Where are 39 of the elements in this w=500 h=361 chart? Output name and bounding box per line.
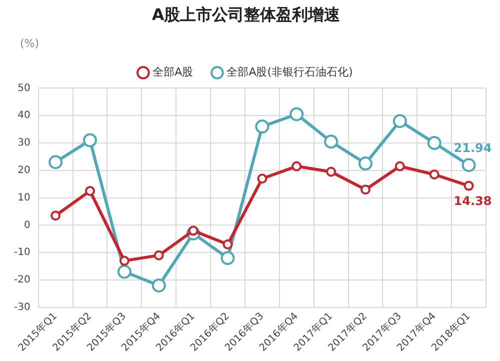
y-tick-label: 0 [24,220,30,231]
point [84,186,95,196]
point [429,170,440,180]
point [290,107,304,122]
y-tick-label: -30 [14,302,30,313]
data-label: 14.38 [454,194,492,208]
y-axis-title: (%) [20,36,40,50]
point [427,136,442,150]
point [326,166,336,177]
y-tick-label: -20 [14,274,30,286]
legend-label: 全部A股 [152,66,194,79]
y-tick-label: 40 [18,110,30,122]
point [464,180,474,191]
point [394,161,405,172]
y-tick-label: 20 [18,164,30,176]
point [154,250,164,260]
point [50,210,61,221]
point [257,174,268,184]
point [220,251,235,266]
point [462,158,476,172]
point [358,156,372,171]
y-tick-label: 10 [18,192,30,204]
point [152,278,166,292]
point [324,134,338,149]
point [82,133,97,148]
point [360,184,370,195]
point [292,161,302,172]
data-label: 21.94 [454,141,492,156]
point [48,155,63,170]
point [222,239,233,250]
y-tick-label: -10 [14,247,30,258]
legend-label: 全部A股(非银行石油石化) [226,66,353,79]
point [255,120,270,134]
y-tick-label: 30 [18,138,30,149]
y-tick-label: 50 [18,82,30,94]
point [392,114,407,128]
chart-title: A股上市公司整体盈利增速 [152,4,342,24]
point [117,264,132,279]
point [119,256,130,266]
